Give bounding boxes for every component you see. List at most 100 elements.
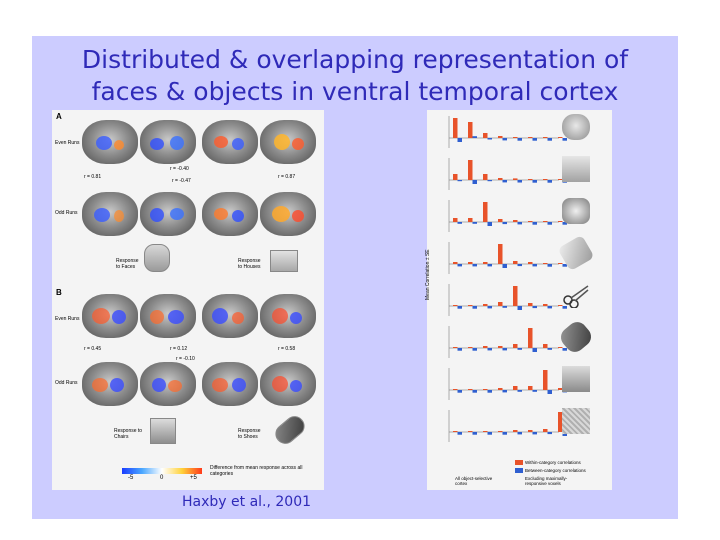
brain-slice xyxy=(260,192,316,236)
bar-within xyxy=(468,431,473,432)
bar-within xyxy=(558,305,563,306)
brain-slice xyxy=(260,120,316,164)
bar-between xyxy=(502,390,507,393)
colorbar xyxy=(122,468,202,474)
house-icon xyxy=(562,156,590,182)
brain-slice xyxy=(260,294,316,338)
bar-within xyxy=(498,136,503,138)
r-value: r = 0.87 xyxy=(278,174,296,180)
bar-within xyxy=(513,344,518,348)
bar-within xyxy=(468,305,473,306)
bar-within xyxy=(513,137,518,138)
bar-between xyxy=(562,306,567,309)
bar-between xyxy=(472,222,477,224)
bar-within xyxy=(543,221,548,222)
bar-between xyxy=(517,138,522,141)
bar-between xyxy=(517,264,522,267)
bar-between xyxy=(532,348,537,352)
bar-between xyxy=(532,180,537,183)
title-line-1: Distributed & overlapping representation… xyxy=(81,45,629,74)
response-faces-label: Response to Faces xyxy=(116,258,139,270)
legend-between: Between-category correlations xyxy=(525,468,586,473)
bar-between xyxy=(487,306,492,309)
bar-within xyxy=(558,137,563,138)
odd-runs-label-a: Odd Runs xyxy=(55,210,78,216)
bar-within xyxy=(498,302,503,306)
r-value: r = -0.47 xyxy=(172,178,191,184)
r-value: r = -0.10 xyxy=(176,356,195,362)
bar-within xyxy=(453,305,458,306)
bar-within xyxy=(558,347,563,348)
bar-between xyxy=(502,222,507,225)
bar-between xyxy=(547,138,552,141)
response-houses-label: Response to Houses xyxy=(238,258,261,270)
bar-between xyxy=(487,390,492,393)
bar-between xyxy=(562,432,567,436)
bar-within xyxy=(468,218,473,222)
bar-within xyxy=(513,386,518,390)
brain-slice xyxy=(202,120,258,164)
bar-within xyxy=(543,429,548,432)
citation: Haxby et al., 2001 xyxy=(182,494,312,510)
bar-within xyxy=(453,431,458,432)
bar-between xyxy=(532,432,537,435)
bar-within xyxy=(483,133,488,138)
bar-within xyxy=(498,219,503,222)
bar-between xyxy=(532,138,537,141)
bar-within xyxy=(453,389,458,390)
legend-swatch-within xyxy=(515,460,523,465)
bar-between xyxy=(502,264,507,268)
bar-within xyxy=(453,118,458,138)
bar-between xyxy=(547,348,552,350)
bar-within xyxy=(498,431,503,432)
bar-between xyxy=(472,180,477,184)
face-icon xyxy=(144,244,170,272)
legend-within: Within-category correlations xyxy=(525,460,581,465)
bar-between xyxy=(547,306,552,309)
bar-between xyxy=(547,432,552,435)
bar-within xyxy=(498,388,503,390)
bar-within xyxy=(543,304,548,306)
brain-slice xyxy=(140,294,196,338)
odd-runs-label-b: Odd Runs xyxy=(55,380,78,386)
cat-icon xyxy=(562,198,590,224)
bar-within xyxy=(558,412,563,432)
bar-within xyxy=(468,262,473,264)
bar-between xyxy=(457,180,462,182)
colorbar-caption: Difference from mean response across all… xyxy=(210,465,303,477)
bar-between xyxy=(502,138,507,141)
bar-within xyxy=(483,202,488,222)
bar-between xyxy=(547,180,552,183)
bar-between xyxy=(487,180,492,182)
bar-within xyxy=(528,303,533,306)
bar-within xyxy=(483,346,488,348)
r-value: r = -0.40 xyxy=(170,166,189,172)
bar-between xyxy=(457,264,462,267)
bar-between xyxy=(487,222,492,226)
bar-between xyxy=(457,222,462,224)
scissors-icon xyxy=(562,282,590,309)
r-value: r = 0.45 xyxy=(84,346,102,352)
brain-slice xyxy=(202,192,258,236)
bar-within xyxy=(483,174,488,180)
bar-within xyxy=(498,346,503,348)
bar-between xyxy=(487,432,492,435)
title-line-2: faces & objects in ventral temporal cort… xyxy=(91,77,619,106)
bar-between xyxy=(472,264,477,267)
bar-within xyxy=(513,261,518,264)
even-runs-label-b: Even Runs xyxy=(55,316,80,322)
bar-within xyxy=(513,178,518,180)
bar-between xyxy=(517,390,522,392)
r-value: r = 0.58 xyxy=(278,346,296,352)
scrambled-icon xyxy=(562,408,590,434)
bar-between xyxy=(547,222,552,225)
bar-between xyxy=(517,348,522,350)
bar-within xyxy=(468,160,473,180)
panel-a-label: A xyxy=(56,112,62,121)
bar-between xyxy=(547,264,552,267)
shoe-icon xyxy=(271,412,309,448)
bar-between xyxy=(562,348,567,351)
bar-within xyxy=(498,244,503,264)
bar-between xyxy=(472,348,477,351)
colorbar-tick: 0 xyxy=(160,475,164,481)
